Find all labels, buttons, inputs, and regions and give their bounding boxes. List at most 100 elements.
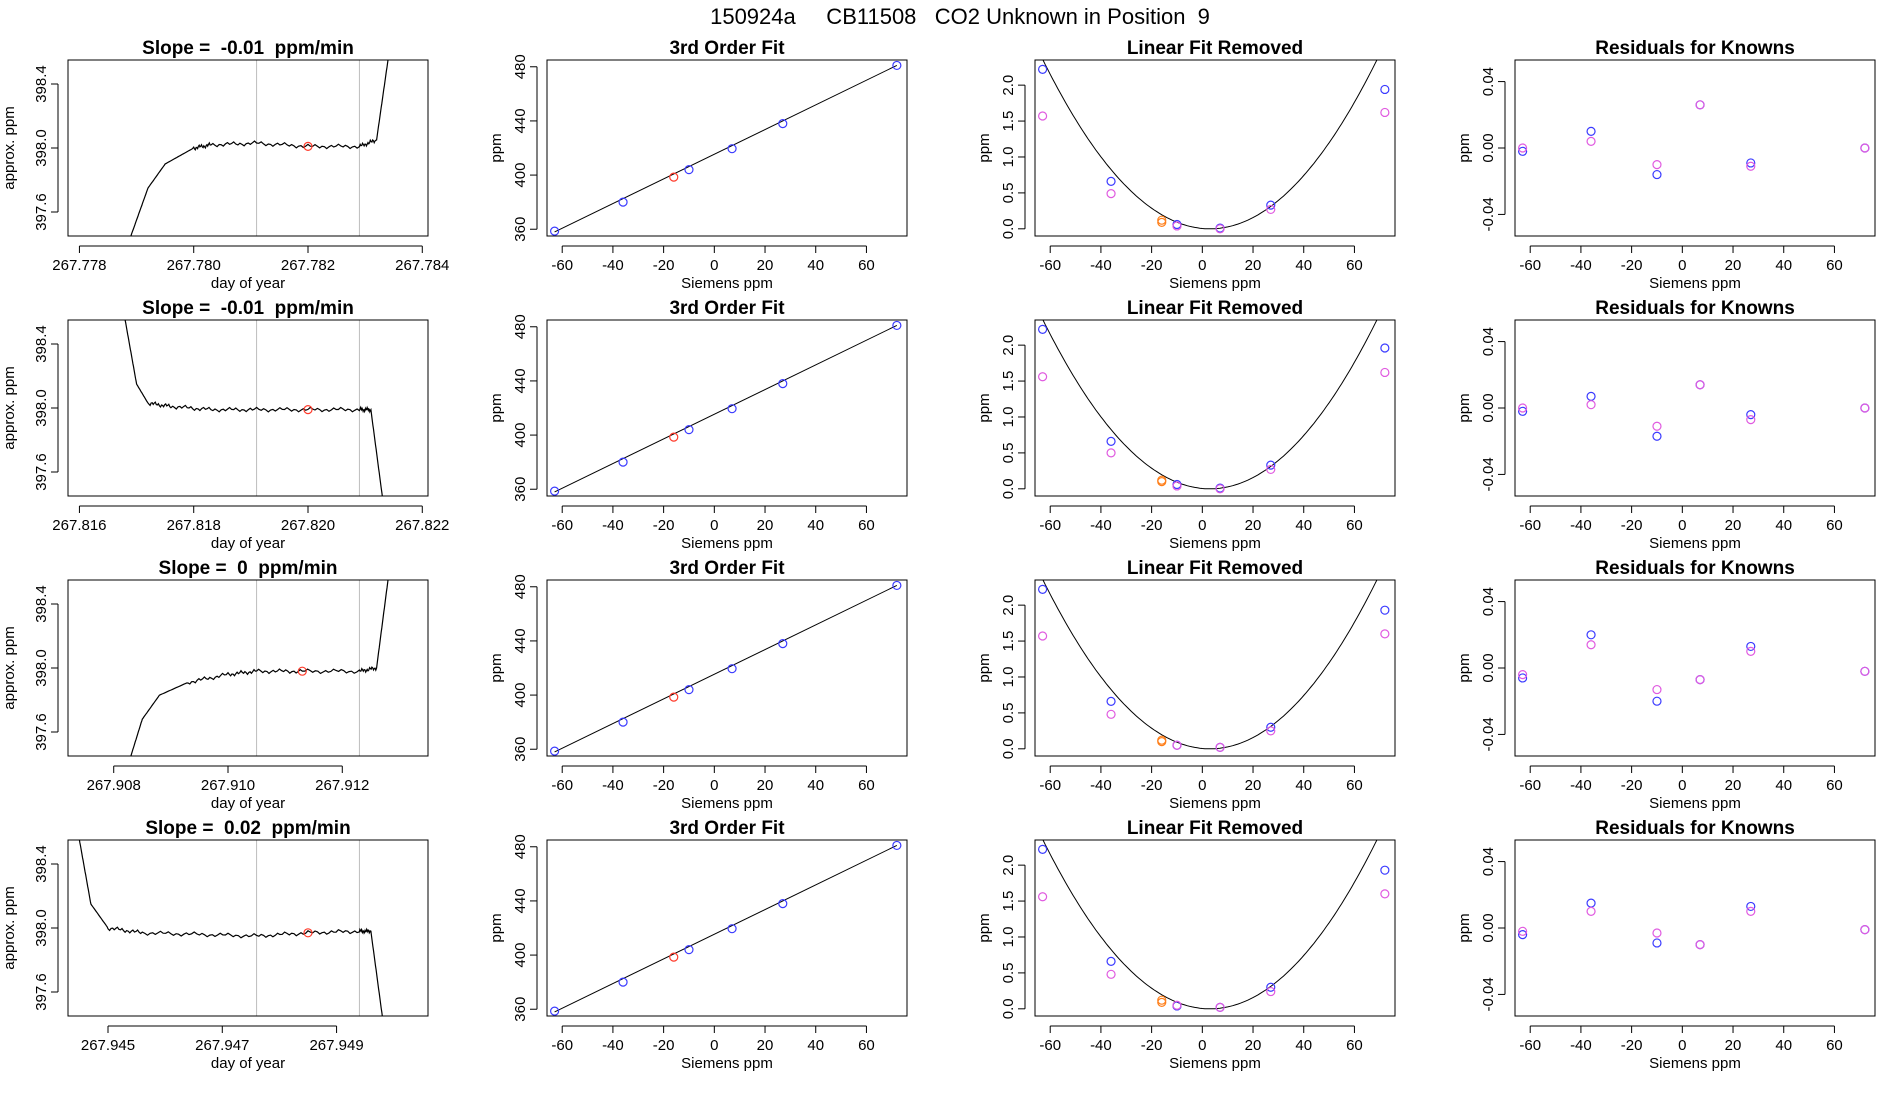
data-point-blue bbox=[892, 60, 902, 71]
x-tick-label: -20 bbox=[1621, 257, 1643, 274]
panel-title: Residuals for Knowns bbox=[1595, 558, 1795, 579]
y-tick-label: 1.0 bbox=[1000, 927, 1017, 948]
x-tick-label: 0 bbox=[1678, 257, 1686, 274]
y-tick-label: 2.0 bbox=[1000, 75, 1017, 96]
x-tick-label: 40 bbox=[807, 517, 824, 534]
x-tick-label: 60 bbox=[858, 1037, 875, 1054]
data-point-magenta bbox=[1860, 925, 1870, 935]
y-tick-label: 400 bbox=[512, 163, 529, 188]
y-tick-label: 0.00 bbox=[1480, 913, 1497, 942]
panel-title: Linear Fit Removed bbox=[1127, 818, 1303, 839]
data-point-blue bbox=[1746, 641, 1756, 652]
y-axis-label: approx. ppm bbox=[1, 366, 18, 449]
panel-frame bbox=[1034, 839, 1396, 1017]
y-tick-label: 0.00 bbox=[1480, 133, 1497, 162]
data-point-magenta bbox=[1518, 403, 1528, 413]
x-tick-label: -40 bbox=[1570, 517, 1592, 534]
x-tick-label: -40 bbox=[1090, 257, 1112, 274]
data-point-blue bbox=[1266, 460, 1276, 470]
fit-line bbox=[554, 844, 898, 1013]
panel-frame bbox=[1514, 579, 1876, 757]
data-point-blue bbox=[550, 746, 560, 756]
panel-title: Residuals for Knowns bbox=[1595, 298, 1795, 319]
fit-curve bbox=[1042, 580, 1378, 750]
data-point-magenta bbox=[1215, 224, 1225, 234]
data-point-magenta bbox=[1586, 136, 1596, 146]
y-tick-label: 1.5 bbox=[1000, 371, 1017, 392]
x-axis-label: day of year bbox=[211, 535, 285, 552]
x-axis-label: Siemens ppm bbox=[1649, 1055, 1741, 1072]
x-tick-label: 0 bbox=[1678, 777, 1686, 794]
x-axis-label: Siemens ppm bbox=[1169, 795, 1261, 812]
data-point-blue bbox=[1266, 982, 1276, 992]
data-point-blue bbox=[1038, 844, 1048, 854]
data-point-magenta bbox=[1586, 400, 1596, 410]
y-tick-label: 440 bbox=[512, 108, 529, 133]
x-tick-label: 40 bbox=[1295, 1037, 1312, 1054]
data-point-magenta bbox=[1172, 481, 1182, 491]
y-axis-label: ppm bbox=[1456, 653, 1473, 682]
unknown-marker bbox=[303, 928, 313, 938]
x-tick-label: 267.780 bbox=[167, 257, 221, 274]
y-tick-label: 398.4 bbox=[33, 65, 50, 103]
y-tick-label: 480 bbox=[512, 834, 529, 859]
data-point-blue bbox=[1038, 324, 1048, 334]
x-tick-label: 20 bbox=[1725, 777, 1742, 794]
y-tick-label: 0.04 bbox=[1480, 67, 1497, 96]
x-tick-label: 40 bbox=[807, 777, 824, 794]
y-axis-label: ppm bbox=[1456, 133, 1473, 162]
data-point-blue bbox=[1518, 146, 1528, 156]
x-tick-label: 40 bbox=[1775, 1037, 1792, 1054]
data-point-blue bbox=[1380, 343, 1390, 353]
x-tick-label: -20 bbox=[653, 257, 675, 274]
panel-2-3: Linear Fit Removed -60 -40 -20 0 20 40 60 Siemen… bbox=[976, 298, 1396, 552]
panel-frame bbox=[67, 59, 429, 237]
data-point-orange bbox=[1157, 217, 1167, 227]
x-tick-label: 267.822 bbox=[395, 517, 449, 534]
x-axis-label: Siemens ppm bbox=[681, 275, 773, 292]
x-tick-label: 20 bbox=[1725, 517, 1742, 534]
fit-line bbox=[554, 324, 898, 493]
y-tick-label: 398.4 bbox=[33, 325, 50, 363]
x-tick-label: 60 bbox=[858, 777, 875, 794]
x-tick-label: 267.784 bbox=[395, 257, 449, 274]
fit-line bbox=[554, 584, 898, 753]
x-tick-label: 0 bbox=[710, 1037, 718, 1054]
data-point-blue bbox=[550, 1006, 560, 1016]
data-point-magenta bbox=[1172, 740, 1182, 750]
data-point-magenta bbox=[1746, 906, 1756, 916]
data-point-blue bbox=[1652, 938, 1662, 948]
panel-title: 3rd Order Fit bbox=[669, 38, 785, 59]
data-point-blue bbox=[1652, 696, 1662, 706]
panel-title: Linear Fit Removed bbox=[1127, 298, 1303, 319]
data-point-magenta bbox=[1695, 100, 1705, 110]
panel-frame bbox=[546, 839, 908, 1017]
data-point-magenta bbox=[1746, 161, 1756, 171]
signal-trace bbox=[130, 60, 389, 236]
data-point-blue bbox=[1586, 391, 1596, 401]
data-point-magenta bbox=[1860, 666, 1870, 676]
panel-frame bbox=[67, 579, 429, 757]
panel-frame bbox=[1514, 59, 1876, 237]
plot-area bbox=[550, 320, 902, 496]
x-tick-label: -20 bbox=[653, 777, 675, 794]
data-point-magenta bbox=[1106, 448, 1116, 458]
y-tick-label: 0.0 bbox=[1000, 218, 1017, 239]
y-tick-label: 0.5 bbox=[1000, 702, 1017, 723]
x-axis-label: day of year bbox=[211, 1055, 285, 1072]
x-axis-label: Siemens ppm bbox=[681, 535, 773, 552]
data-point-magenta bbox=[1586, 906, 1596, 916]
data-point-orange bbox=[1157, 477, 1167, 487]
x-tick-label: 0 bbox=[710, 777, 718, 794]
x-tick-label: -60 bbox=[1519, 777, 1541, 794]
data-point-magenta bbox=[1518, 926, 1528, 936]
x-tick-label: -40 bbox=[1090, 517, 1112, 534]
x-tick-label: 267.945 bbox=[81, 1037, 135, 1054]
x-tick-label: -60 bbox=[551, 777, 573, 794]
plot-area bbox=[130, 580, 389, 756]
data-point-blue bbox=[1746, 901, 1756, 912]
plot-area bbox=[550, 840, 902, 1016]
x-tick-label: -20 bbox=[1621, 1037, 1643, 1054]
x-tick-label: 20 bbox=[1245, 517, 1262, 534]
